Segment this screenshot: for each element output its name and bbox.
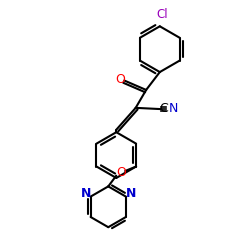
Text: N: N	[169, 102, 178, 115]
Text: O: O	[116, 166, 126, 179]
Text: O: O	[115, 73, 125, 86]
Text: N: N	[81, 187, 91, 200]
Text: N: N	[126, 187, 136, 200]
Text: Cl: Cl	[156, 8, 168, 21]
Text: C: C	[160, 102, 168, 115]
